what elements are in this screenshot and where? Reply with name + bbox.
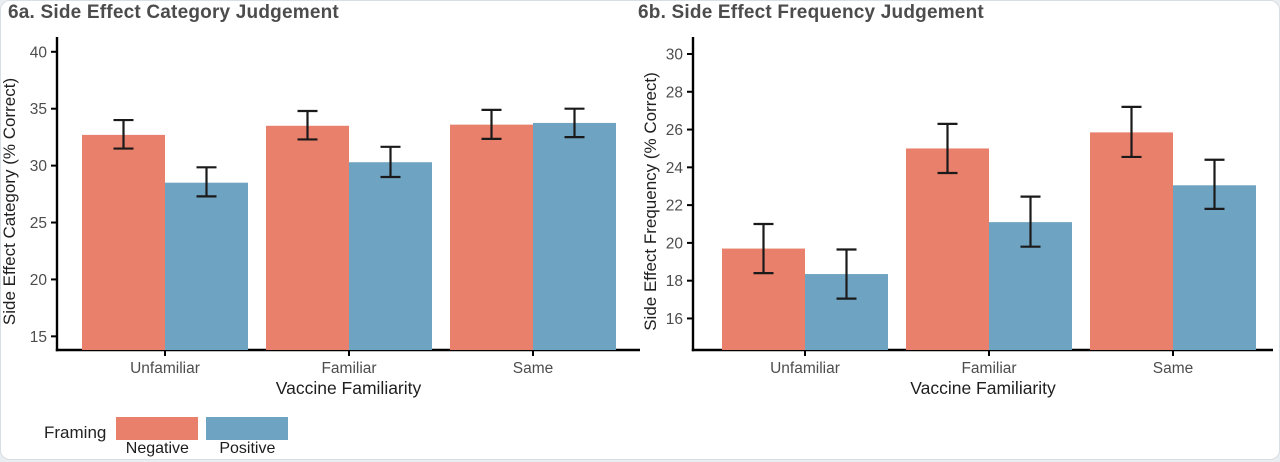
error-bar-negative-familiar: [297, 109, 318, 141]
error-bar-positive-familiar: [1020, 195, 1041, 248]
y-tick-label: 20: [30, 272, 48, 289]
legend-label-positive: Positive: [219, 440, 276, 457]
y-tick-label: 20: [666, 235, 684, 252]
error-bar-positive-unfamiliar: [196, 166, 217, 198]
y-tick-label: 15: [30, 329, 47, 346]
legend-swatch-negative: [116, 417, 199, 440]
error-bar-positive-same: [1204, 158, 1225, 210]
legend-item-positive: Positive: [206, 417, 289, 457]
bar-positive-same: [1173, 185, 1256, 350]
x-tick-label: Same: [1153, 360, 1194, 377]
legend-framing: Framing Negative Positive: [44, 417, 296, 461]
legend-label-negative: Negative: [125, 440, 189, 457]
bar-positive-familiar: [349, 162, 432, 350]
panel-a-title: 6a. Side Effect Category Judgement: [8, 2, 339, 23]
y-tick-label: 28: [666, 84, 683, 101]
x-tick-label: Unfamiliar: [130, 360, 200, 377]
y-tick-label: 30: [30, 158, 48, 175]
error-bar-negative-same: [1121, 105, 1142, 159]
bar-negative-same: [1090, 132, 1173, 350]
bar-positive-unfamiliar: [165, 182, 248, 350]
error-bar-positive-same: [564, 107, 585, 139]
y-axis-title: Side Effect Category (% Correct): [1, 78, 19, 325]
error-bar-negative-same: [481, 108, 502, 140]
y-tick-label: 24: [666, 160, 684, 177]
chart-side-effect-category: 15 20 25 30 35 40 Unfamiliar Familiar Same Vaccin…: [1, 37, 640, 398]
panel-b-title: 6b. Side Effect Frequency Judgement: [638, 2, 984, 23]
x-tick-label: Unfamiliar: [770, 360, 840, 377]
bar-negative-familiar: [266, 125, 349, 350]
y-tick-label: 18: [666, 273, 683, 290]
y-tick-label: 26: [666, 122, 683, 139]
error-bar-positive-unfamiliar: [836, 248, 857, 300]
y-tick-label: 25: [30, 215, 47, 232]
legend-item-negative: Negative: [116, 417, 199, 457]
bar-positive-same: [533, 122, 616, 350]
bar-negative-unfamiliar: [82, 134, 165, 350]
x-tick-label: Familiar: [321, 360, 376, 377]
y-tick-label: 40: [30, 44, 48, 61]
x-axis-title: Vaccine Familiarity: [910, 378, 1056, 398]
error-bar-negative-familiar: [937, 122, 958, 175]
y-tick-label: 35: [30, 101, 47, 118]
bar-negative-familiar: [906, 148, 989, 350]
chart-side-effect-frequency: 16 18 20 22 24 26 28 30 Unfamiliar Familiar Same Va…: [641, 37, 1273, 398]
y-tick-label: 22: [666, 198, 683, 215]
x-tick-label: Familiar: [961, 360, 1016, 377]
y-tick-label: 30: [666, 47, 684, 64]
x-axis-title: Vaccine Familiarity: [276, 378, 422, 398]
x-tick-label: Same: [513, 360, 554, 377]
error-bar-negative-unfamiliar: [113, 118, 134, 150]
y-tick-label: 16: [666, 311, 683, 328]
error-bar-negative-unfamiliar: [753, 222, 774, 275]
y-axis-title: Side Effect Frequency (% Correct): [641, 72, 660, 331]
legend-swatch-positive: [206, 417, 289, 440]
error-bar-positive-familiar: [380, 145, 401, 179]
bar-negative-same: [450, 124, 533, 350]
legend-title: Framing: [44, 423, 107, 442]
